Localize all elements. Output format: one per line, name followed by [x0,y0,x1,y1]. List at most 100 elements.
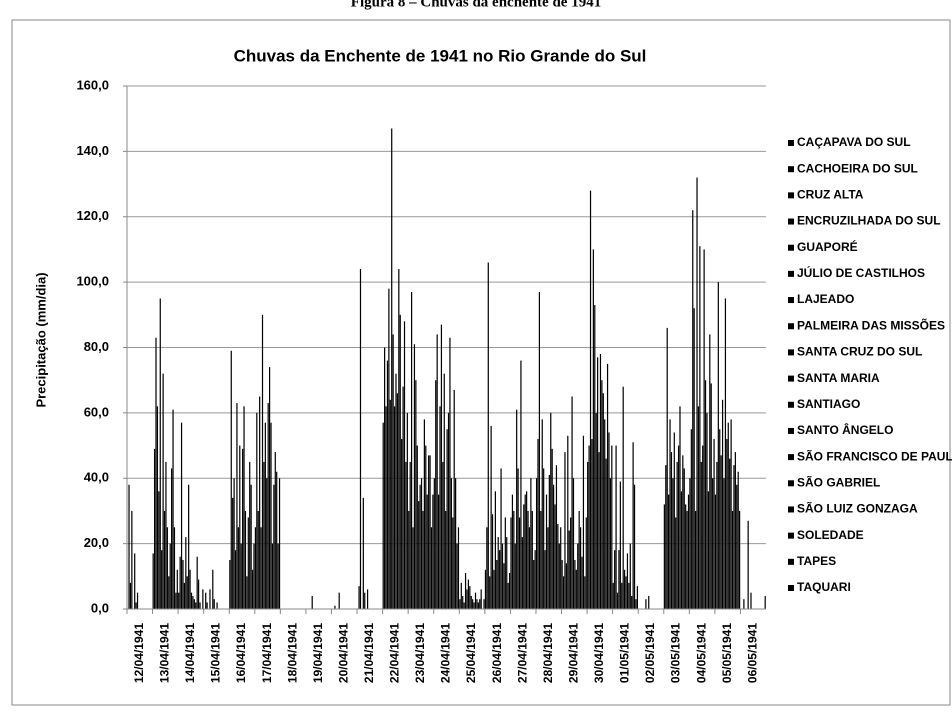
bar [162,373,164,609]
bar [129,582,132,609]
bar [491,514,494,609]
bar [547,527,549,609]
bar [165,461,167,609]
bar [716,461,718,609]
legend-label: SANTA MARIA [797,371,880,385]
bar [699,246,701,609]
bar [668,494,670,609]
y-tick-label: 160,0 [76,77,109,92]
bar [396,393,399,609]
bar [719,429,721,609]
bar [550,412,552,609]
bar [192,595,194,609]
bar [571,396,573,609]
bar [535,478,538,609]
bar [557,524,559,609]
bar [266,478,268,609]
bar [422,510,424,609]
bar [432,494,434,609]
bar [712,478,714,609]
bar [243,406,245,609]
bar [503,563,505,609]
bar [261,314,264,609]
bar [274,452,276,609]
legend-swatch [788,192,794,199]
bar [534,550,536,609]
bar [572,478,575,609]
bar [264,422,266,609]
bar [720,455,722,609]
bar [182,559,184,609]
bar [467,579,470,609]
bar [172,409,174,609]
bar [578,510,580,609]
bar [683,468,685,609]
bar [625,576,627,609]
bar [750,592,752,609]
bar [205,592,207,609]
bar [545,494,548,609]
bar [663,504,665,609]
bar [480,589,482,609]
bar [614,550,616,609]
y-axis-label: Precipitação (mm/dia) [33,272,48,407]
bar [587,461,589,609]
bar [386,360,389,609]
x-tick-label: 18/04/1941 [285,623,299,683]
bar [665,465,667,609]
legend-label: JÚLIO DE CASTILHOS [797,265,925,280]
bar [232,497,234,609]
bar [213,599,215,609]
bar [567,435,569,609]
bar [455,478,457,609]
bar [254,527,257,609]
bar [239,445,241,609]
bar [616,592,619,609]
legend-label: CRUZ ALTA [797,188,864,202]
y-tick-label: 0,0 [91,600,109,615]
bar [693,308,695,609]
legend-label: GUAPORÉ [797,239,858,254]
bar [311,595,313,609]
bar [403,321,406,609]
bar [159,298,161,609]
bar [173,527,176,609]
bar [270,422,272,609]
bar [608,432,610,609]
bar [242,448,244,609]
legend-swatch [788,244,794,251]
x-tick-label: 02/05/1941 [643,623,657,683]
bar [493,569,495,609]
bar [524,494,526,609]
bar [269,367,271,609]
bar [636,586,638,609]
bar [180,422,183,609]
bar [196,556,198,609]
y-tick-label: 140,0 [76,143,109,158]
bar [604,419,606,609]
bar [412,527,414,609]
bar [393,406,396,609]
bar [442,461,444,609]
bar [489,576,491,609]
bar [237,527,239,609]
legend-swatch [788,323,794,330]
bar [198,579,200,609]
bar [611,445,613,609]
bar [263,461,265,609]
bar [606,363,609,609]
bar [178,592,180,609]
bar [511,494,514,609]
bar [158,491,160,609]
bar [487,262,489,609]
bar [521,537,523,609]
bar [682,455,684,609]
bar [500,468,502,609]
legend-swatch [788,375,794,382]
bar [446,429,448,609]
bar [247,517,249,609]
x-tick-label: 01/05/1941 [618,623,632,683]
bar [523,504,525,609]
x-tick-label: 22/04/1941 [388,623,402,683]
bar [366,589,369,609]
